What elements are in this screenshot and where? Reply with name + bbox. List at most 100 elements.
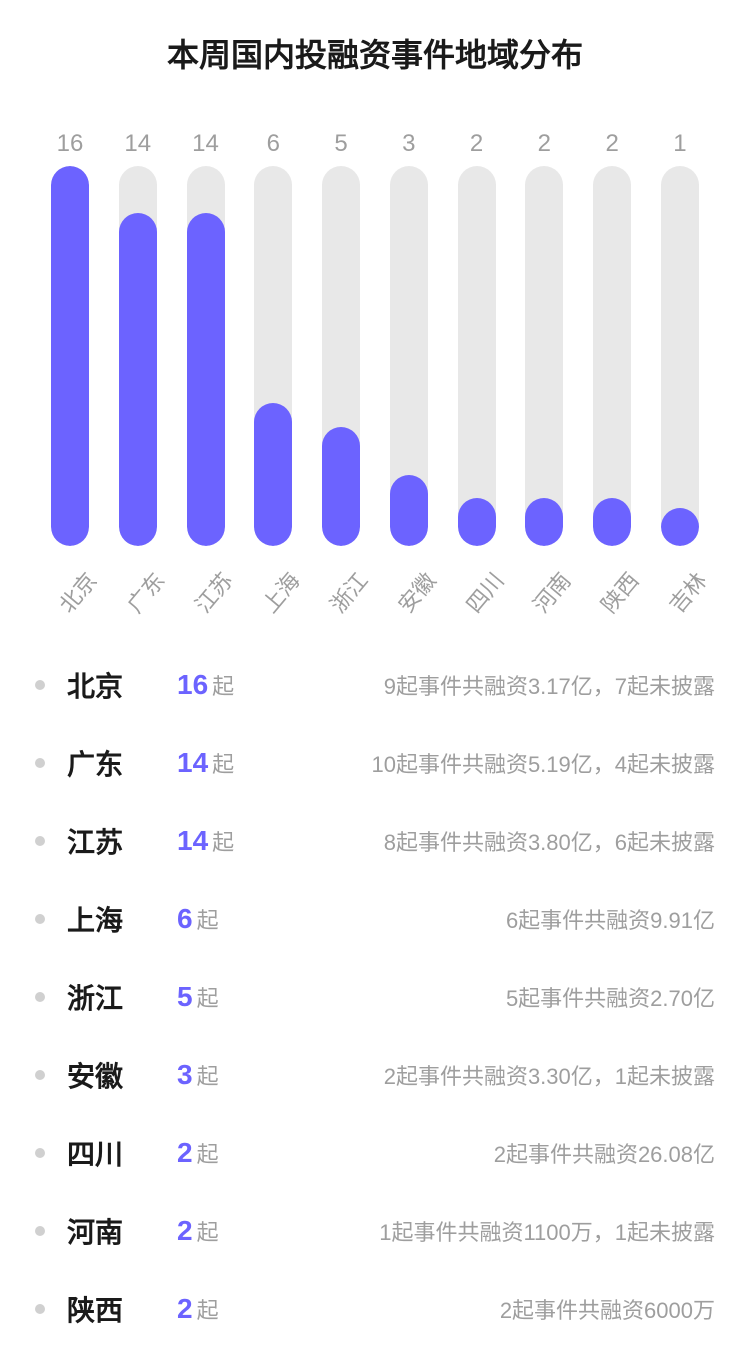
bar-track	[254, 166, 292, 546]
bullet-icon	[35, 1304, 45, 1314]
detail-text: 6起事件共融资9.91亿	[287, 903, 715, 935]
bar-track	[119, 166, 157, 546]
count-number: 2	[177, 1137, 193, 1169]
x-label: 上海	[235, 547, 312, 625]
bar: 14	[176, 130, 236, 546]
bar-track	[51, 166, 89, 546]
bar-fill	[390, 475, 428, 546]
count-unit: 起	[197, 1293, 219, 1325]
detail-text: 1起事件共融资1100万，1起未披露	[287, 1215, 715, 1247]
count: 3起	[177, 1059, 287, 1091]
bullet-icon	[35, 914, 45, 924]
list-item: 安徽3起2起事件共融资3.30亿，1起未披露	[35, 1036, 715, 1114]
detail-text: 9起事件共融资3.17亿，7起未披露	[287, 669, 715, 701]
count-number: 16	[177, 669, 208, 701]
x-label: 陕西	[574, 547, 651, 625]
x-label: 浙江	[303, 547, 380, 625]
bullet-icon	[35, 1070, 45, 1080]
bullet-icon	[35, 1226, 45, 1236]
bar-value-label: 16	[57, 130, 84, 158]
count-unit: 起	[212, 747, 234, 779]
count-unit: 起	[197, 1137, 219, 1169]
bar: 3	[379, 130, 439, 546]
bar-value-label: 2	[470, 130, 483, 158]
detail-text: 2起事件共融资6000万	[287, 1293, 715, 1325]
count: 6起	[177, 903, 287, 935]
region-name: 北京	[67, 665, 177, 705]
x-label: 安徽	[370, 547, 447, 625]
count-number: 2	[177, 1293, 193, 1325]
bar-fill	[187, 213, 225, 546]
bar-value-label: 6	[267, 130, 280, 158]
count-number: 6	[177, 903, 193, 935]
bullet-icon	[35, 1148, 45, 1158]
x-label: 广东	[99, 547, 176, 625]
bar-fill	[322, 427, 360, 546]
list-item: 浙江5起5起事件共融资2.70亿	[35, 958, 715, 1036]
bar: 2	[447, 130, 507, 546]
bar-track	[322, 166, 360, 546]
bar-value-label: 14	[192, 130, 219, 158]
bullet-icon	[35, 758, 45, 768]
bar: 5	[311, 130, 371, 546]
region-name: 浙江	[67, 977, 177, 1017]
count: 5起	[177, 981, 287, 1013]
x-label: 江苏	[167, 547, 244, 625]
count-unit: 起	[197, 981, 219, 1013]
count-unit: 起	[197, 903, 219, 935]
bar-track	[390, 166, 428, 546]
count-number: 3	[177, 1059, 193, 1091]
region-name: 上海	[67, 899, 177, 939]
bar: 2	[582, 130, 642, 546]
region-name: 江苏	[67, 821, 177, 861]
count: 2起	[177, 1293, 287, 1325]
x-label: 北京	[32, 547, 109, 625]
bullet-icon	[35, 836, 45, 846]
bar-fill	[119, 213, 157, 546]
bar-fill	[593, 498, 631, 546]
bar: 2	[514, 130, 574, 546]
bullet-icon	[35, 992, 45, 1002]
bar-chart: 16 14 14 6 5 3 2 2 2 1	[30, 126, 720, 546]
region-list: 北京16起9起事件共融资3.17亿，7起未披露广东14起10起事件共融资5.19…	[30, 646, 720, 1348]
bar-value-label: 5	[334, 130, 347, 158]
list-item: 陕西2起2起事件共融资6000万	[35, 1270, 715, 1348]
list-item: 北京16起 9起事件共融资3.17亿，7起未披露	[35, 646, 715, 724]
detail-text: 2起事件共融资26.08亿	[287, 1137, 715, 1169]
detail-text: 10起事件共融资5.19亿，4起未披露	[287, 747, 715, 779]
bar-value-label: 14	[124, 130, 151, 158]
region-name: 安徽	[67, 1055, 177, 1095]
chart-title: 本周国内投融资事件地域分布	[30, 30, 720, 76]
bar: 14	[108, 130, 168, 546]
bar-fill	[661, 508, 699, 546]
x-label: 吉林	[641, 547, 718, 625]
x-label: 四川	[438, 547, 515, 625]
detail-text: 2起事件共融资3.30亿，1起未披露	[287, 1059, 715, 1091]
bar-track	[458, 166, 496, 546]
bar-value-label: 1	[673, 130, 686, 158]
count: 14起	[177, 747, 287, 779]
count-unit: 起	[212, 669, 234, 701]
x-axis-labels: 北京广东江苏上海浙江安徽四川河南陕西吉林	[30, 561, 720, 611]
bar-fill	[254, 403, 292, 546]
list-item: 上海6起6起事件共融资9.91亿	[35, 880, 715, 958]
list-item: 江苏14起8起事件共融资3.80亿，6起未披露	[35, 802, 715, 880]
bar-track	[525, 166, 563, 546]
bullet-icon	[35, 680, 45, 690]
region-name: 四川	[67, 1133, 177, 1173]
bar-value-label: 2	[538, 130, 551, 158]
count-number: 14	[177, 747, 208, 779]
list-item: 广东14起10起事件共融资5.19亿，4起未披露	[35, 724, 715, 802]
bar-track	[187, 166, 225, 546]
x-label: 河南	[506, 547, 583, 625]
bar: 1	[650, 130, 710, 546]
bar-value-label: 3	[402, 130, 415, 158]
bar-fill	[51, 166, 89, 546]
bar-value-label: 2	[605, 130, 618, 158]
region-name: 广东	[67, 743, 177, 783]
bar-track	[661, 166, 699, 546]
bar: 16	[40, 130, 100, 546]
count-number: 2	[177, 1215, 193, 1247]
region-name: 河南	[67, 1211, 177, 1251]
detail-text: 8起事件共融资3.80亿，6起未披露	[287, 825, 715, 857]
